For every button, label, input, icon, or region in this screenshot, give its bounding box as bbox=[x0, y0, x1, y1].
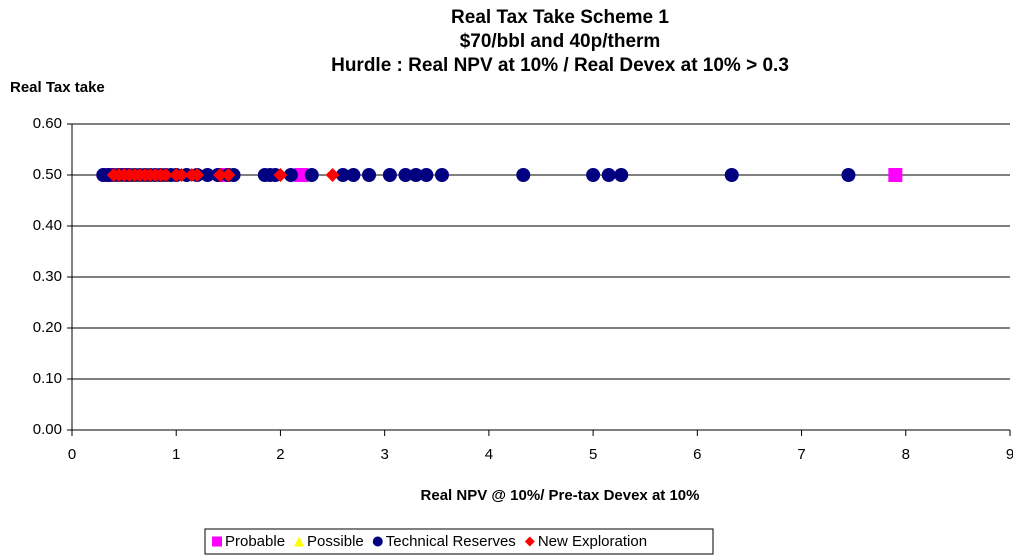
marker-circle bbox=[434, 168, 449, 182]
x-tick-label: 8 bbox=[902, 446, 910, 463]
marker-diamond bbox=[190, 168, 205, 182]
y-axis-label: Real Tax take bbox=[10, 79, 105, 96]
marker-circle bbox=[382, 168, 397, 182]
marker-triangle bbox=[294, 536, 305, 547]
marker-circle bbox=[724, 168, 739, 182]
x-axis-label: Real NPV @ 10%/ Pre-tax Devex at 10% bbox=[421, 487, 700, 504]
x-tick-label: 0 bbox=[68, 446, 76, 463]
x-tick-label: 7 bbox=[797, 446, 805, 463]
x-tick-label: 6 bbox=[693, 446, 701, 463]
marker-circle bbox=[516, 168, 531, 182]
chart-subtitle: $70/bbl and 40p/therm bbox=[460, 31, 661, 52]
marker-circle bbox=[586, 168, 601, 182]
y-tick-label: 0.50 bbox=[33, 166, 62, 183]
legend-label: Possible bbox=[307, 533, 364, 550]
y-tick-label: 0.10 bbox=[33, 370, 62, 387]
marker-circle bbox=[335, 168, 350, 182]
marker-circle bbox=[372, 536, 383, 547]
marker-circle bbox=[346, 168, 361, 182]
x-tick-label: 5 bbox=[589, 446, 597, 463]
marker-square bbox=[212, 536, 222, 547]
marker-diamond bbox=[273, 168, 288, 182]
y-tick-label: 0.20 bbox=[33, 319, 62, 336]
x-tick-label: 1 bbox=[172, 446, 180, 463]
y-tick-label: 0.40 bbox=[33, 217, 62, 234]
x-tick-label: 9 bbox=[1006, 446, 1013, 463]
marker-circle bbox=[398, 168, 413, 182]
marker-circle bbox=[419, 168, 434, 182]
marker-diamond bbox=[212, 168, 227, 182]
marker-circle bbox=[614, 168, 629, 182]
y-tick-label: 0.00 bbox=[33, 421, 62, 438]
marker-square bbox=[888, 168, 903, 182]
legend-label: New Exploration bbox=[538, 533, 647, 550]
y-tick-label: 0.60 bbox=[33, 115, 62, 132]
chart-subtitle: Hurdle : Real NPV at 10% / Real Devex at… bbox=[331, 55, 789, 76]
legend-label: Technical Reserves bbox=[386, 533, 516, 550]
marker-square bbox=[294, 168, 309, 182]
marker-circle bbox=[200, 168, 215, 182]
marker-circle bbox=[283, 168, 298, 182]
marker-circle bbox=[841, 168, 856, 182]
legend-box bbox=[204, 528, 714, 555]
chart-title: Real Tax Take Scheme 1 bbox=[451, 7, 669, 28]
marker-circle bbox=[601, 168, 616, 182]
marker-diamond bbox=[158, 168, 173, 182]
marker-diamond bbox=[524, 536, 535, 547]
marker-diamond bbox=[325, 168, 340, 182]
marker-diamond bbox=[174, 168, 189, 182]
legend-label: Probable bbox=[225, 533, 285, 550]
x-tick-label: 4 bbox=[485, 446, 493, 463]
y-tick-label: 0.30 bbox=[33, 268, 62, 285]
x-tick-label: 3 bbox=[380, 446, 388, 463]
x-tick-label: 2 bbox=[276, 446, 284, 463]
marker-circle bbox=[408, 168, 423, 182]
marker-circle bbox=[362, 168, 377, 182]
marker-diamond bbox=[221, 168, 236, 182]
marker-circle bbox=[304, 168, 319, 182]
